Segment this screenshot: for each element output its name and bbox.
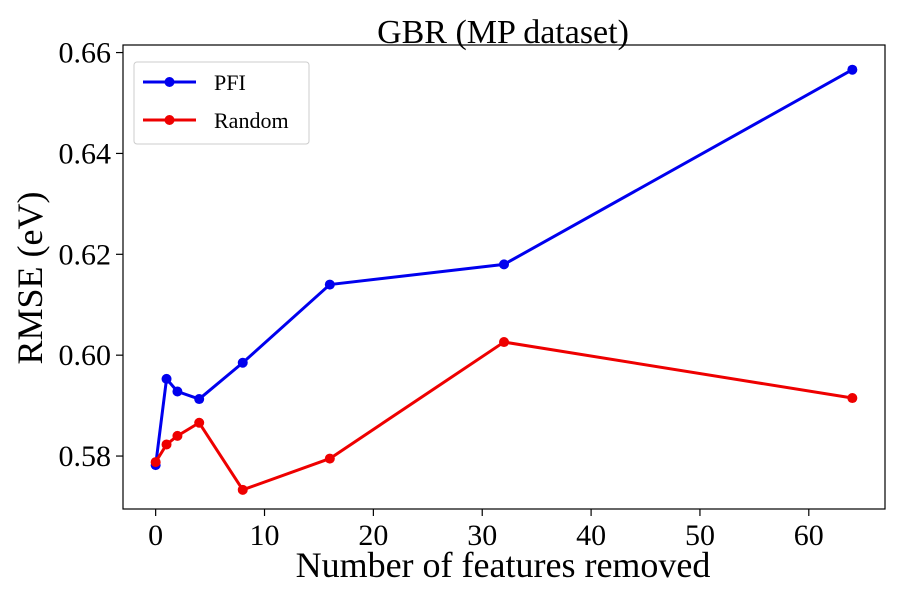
plot-area [122,44,886,510]
data-point-pfi [237,357,248,368]
x-tick-label: 30 [467,519,497,552]
x-tick-label: 0 [148,519,163,552]
y-tick-label: 0.60 [59,339,112,372]
data-point-pfi [847,64,858,75]
x-tick-label: 60 [794,519,824,552]
legend: PFI Random [133,61,310,145]
data-point-pfi [194,394,205,405]
data-point-random [150,457,161,468]
x-axis-label: Number of features removed [296,545,711,585]
data-point-random [237,484,248,495]
x-tick-label: 10 [250,519,280,552]
data-point-random [324,453,335,464]
series-layer [150,64,858,495]
data-point-random [161,439,172,450]
y-axis-label: RMSE (eV) [10,192,50,365]
y-tick-label: 0.62 [59,238,112,271]
x-tick-label: 40 [576,519,606,552]
y-tick-label: 0.64 [59,137,112,170]
y-axis: 0.58 0.60 0.62 0.64 0.66 [59,37,123,473]
data-point-random [847,393,858,404]
data-point-pfi [324,279,335,290]
y-tick-label: 0.58 [59,440,112,473]
data-point-random [194,417,205,428]
data-point-pfi [161,373,172,384]
legend-label-random: Random [214,108,289,133]
y-tick-label: 0.66 [59,37,112,70]
data-point-random [499,337,509,348]
legend-marker-random [164,115,175,125]
legend-marker-pfi [164,77,175,87]
legend-label-pfi: PFI [214,70,246,95]
data-point-random [172,430,183,441]
x-tick-label: 20 [358,519,388,552]
data-point-pfi [499,259,509,270]
x-axis: 0 10 20 30 40 50 60 [148,509,824,552]
series-line-random [154,340,853,492]
x-tick-label: 50 [685,519,715,552]
data-point-pfi [172,386,183,397]
